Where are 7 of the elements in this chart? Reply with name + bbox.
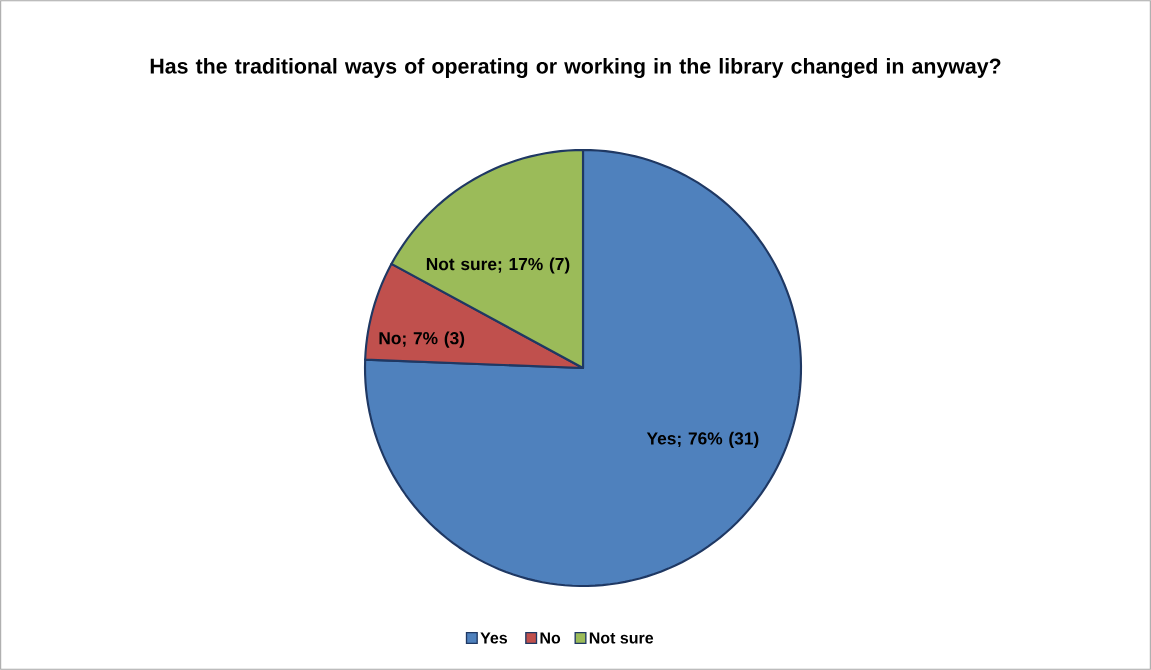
legend-label: Yes <box>480 632 508 644</box>
legend-label: No <box>540 632 561 644</box>
data-label: No; 7% (3) <box>379 331 465 348</box>
chart-title: Has the traditional ways of operating or working in the library changed in anyway? <box>150 58 1001 78</box>
data-label: Not sure; 17% (7) <box>426 257 570 274</box>
data-label: Yes; 76% (31) <box>646 431 759 449</box>
legend-label: Not sure <box>589 632 654 644</box>
